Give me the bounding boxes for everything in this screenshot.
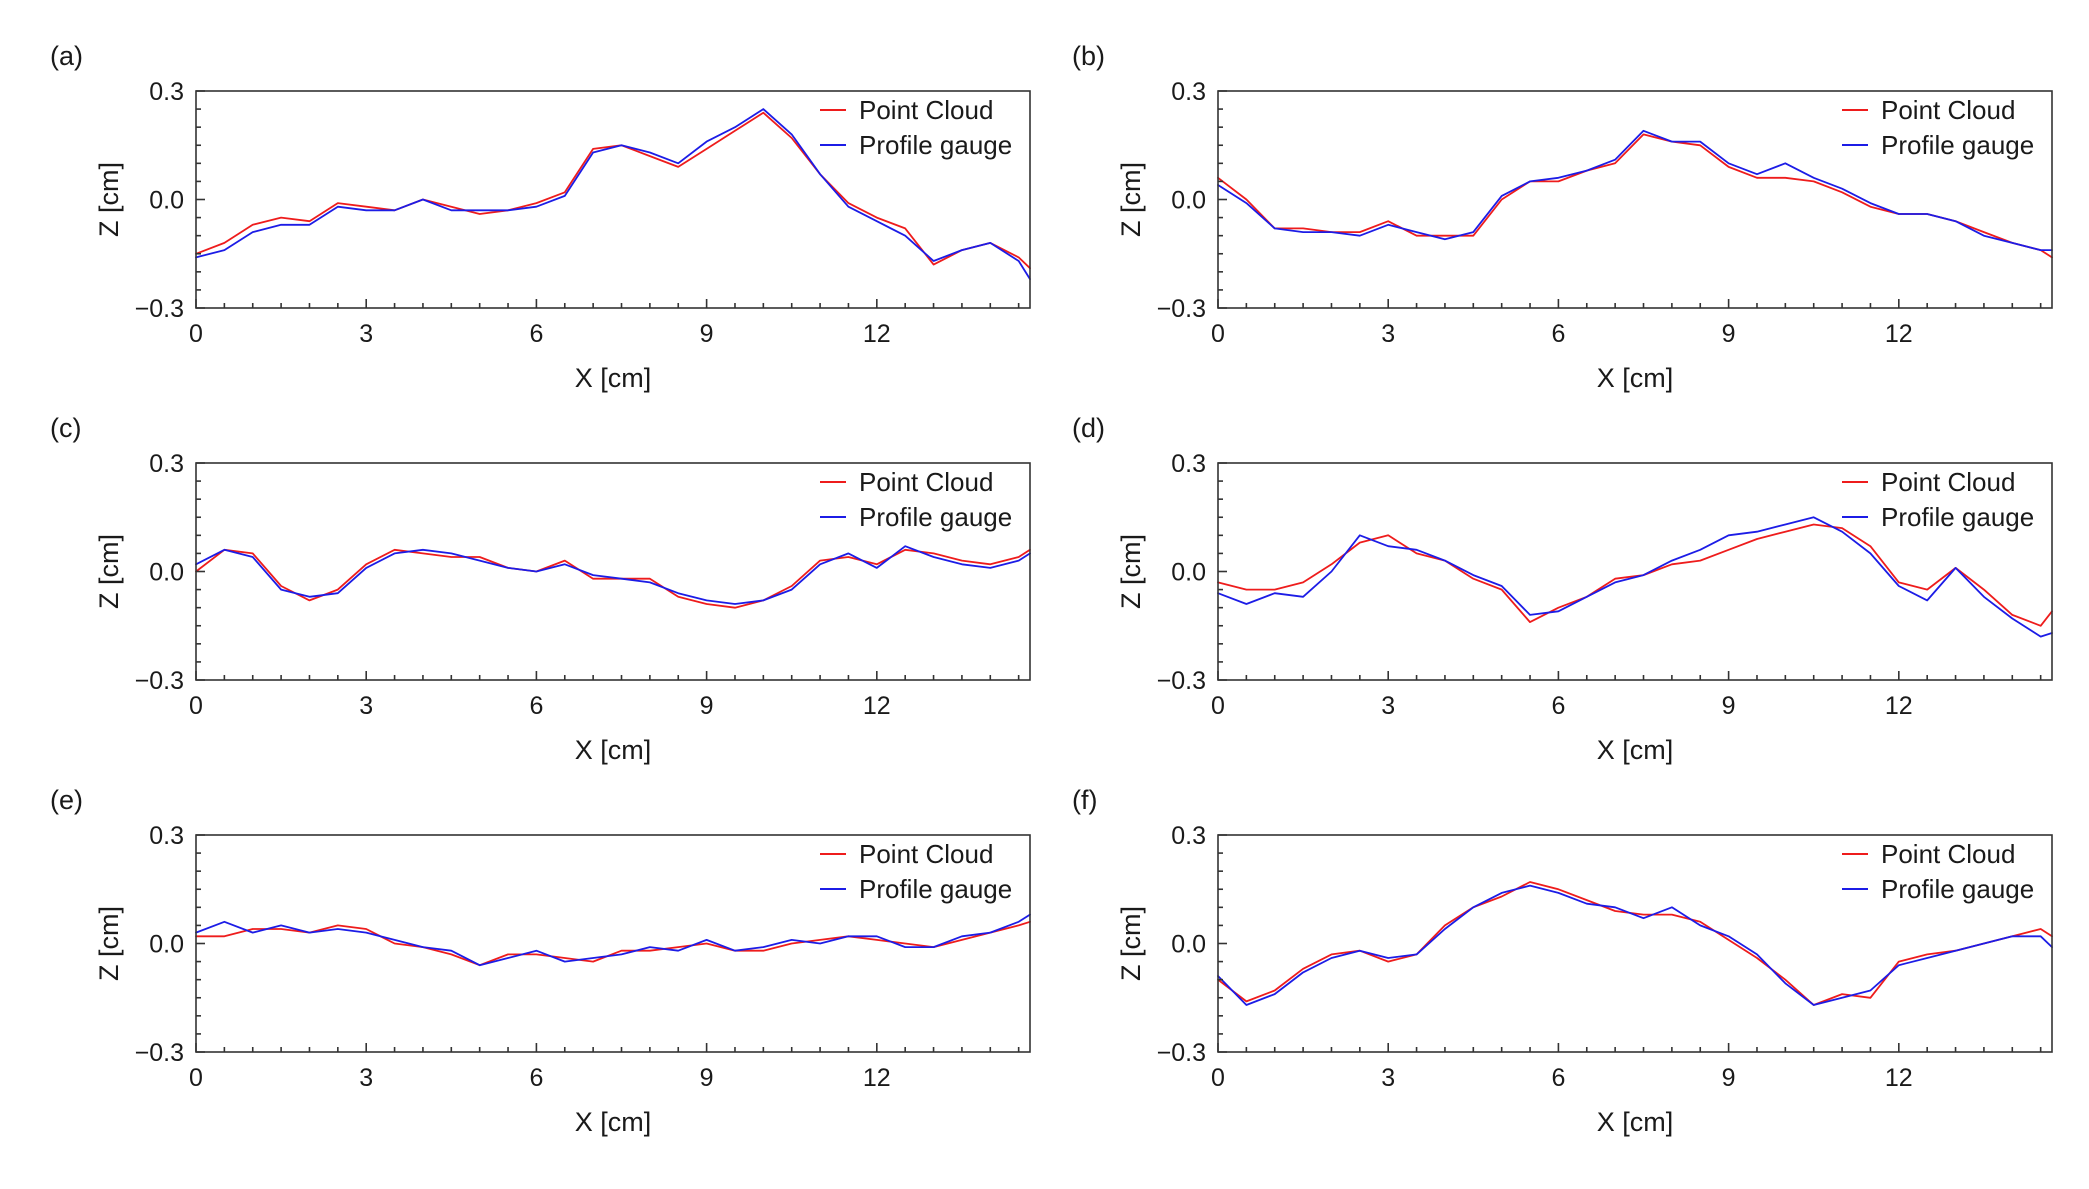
- y-tick-label: 0.3: [1171, 822, 1206, 850]
- legend-label: Profile gauge: [1881, 502, 2034, 532]
- x-tick-label: 6: [529, 1064, 543, 1092]
- chart-panel: (b) 0 3 6 9 12 −0.3 0.0 0.3 X [cm] Z [cm] Point Clo…: [1072, 41, 2053, 393]
- x-tick-label: 12: [1885, 692, 1913, 720]
- series-line-profile-gauge: [1217, 884, 2053, 1006]
- y-axis-label: Z [cm]: [1116, 162, 1146, 237]
- y-tick-label: −0.3: [1157, 667, 1206, 695]
- series-line-profile-gauge: [1217, 516, 2053, 638]
- x-tick-label: 12: [863, 1064, 891, 1092]
- x-axis-label: X [cm]: [575, 363, 652, 393]
- y-tick-label: 0.3: [1171, 450, 1206, 478]
- legend-label: Point Cloud: [1881, 467, 2015, 497]
- x-tick-label: 0: [1211, 320, 1225, 348]
- x-tick-label: 9: [700, 320, 714, 348]
- y-axis-label: Z [cm]: [94, 534, 124, 609]
- chart-panel: (f) 0 3 6 9 12 −0.3 0.0 0.3 X [cm] Z [cm] Point Clo…: [1072, 785, 2053, 1137]
- x-tick-label: 3: [1381, 1064, 1395, 1092]
- y-tick-label: 0.3: [149, 450, 184, 478]
- y-tick-label: 0.0: [149, 559, 184, 587]
- legend-label: Profile gauge: [859, 502, 1012, 532]
- legend-label: Profile gauge: [1881, 874, 2034, 904]
- series-line-profile-gauge: [1217, 129, 2053, 252]
- chart-panel: (d) 0 3 6 9 12 −0.3 0.0 0.3 X [cm] Z [cm] Point Clo…: [1072, 413, 2053, 765]
- y-tick-label: 0.0: [149, 187, 184, 215]
- legend-label: Point Cloud: [859, 95, 993, 125]
- legend-label: Profile gauge: [1881, 130, 2034, 160]
- x-tick-label: 0: [189, 1064, 203, 1092]
- y-tick-label: 0.0: [1171, 187, 1206, 215]
- panel-label: (b): [1072, 41, 1105, 71]
- y-tick-label: 0.0: [149, 931, 184, 959]
- x-axis-label: X [cm]: [1597, 363, 1674, 393]
- panel-label: (d): [1072, 413, 1105, 443]
- legend-label: Profile gauge: [859, 130, 1012, 160]
- x-tick-label: 6: [1551, 320, 1565, 348]
- panel-label: (e): [50, 785, 83, 815]
- x-tick-label: 3: [359, 692, 373, 720]
- chart-panel: (a) 0 3 6 9 12 −0.3 0.0 0.3 X [cm] Z [cm] Point Clo…: [50, 41, 1031, 393]
- y-tick-label: 0.3: [149, 822, 184, 850]
- panel-label: (f): [1072, 785, 1097, 815]
- series-line-profile-gauge: [195, 545, 1031, 605]
- x-tick-label: 9: [1722, 692, 1736, 720]
- legend-label: Point Cloud: [1881, 839, 2015, 869]
- panel-label: (c): [50, 413, 81, 443]
- x-tick-label: 3: [359, 320, 373, 348]
- legend-label: Point Cloud: [859, 839, 993, 869]
- legend-label: Point Cloud: [1881, 95, 2015, 125]
- x-tick-label: 3: [1381, 692, 1395, 720]
- x-tick-label: 3: [359, 1064, 373, 1092]
- panel-label: (a): [50, 41, 83, 71]
- legend-label: Point Cloud: [859, 467, 993, 497]
- y-tick-label: 0.3: [149, 78, 184, 106]
- series-line-point-cloud: [1217, 523, 2053, 627]
- y-tick-label: 0.0: [1171, 559, 1206, 587]
- x-tick-label: 0: [1211, 692, 1225, 720]
- y-axis-label: Z [cm]: [94, 162, 124, 237]
- y-tick-label: 0.3: [1171, 78, 1206, 106]
- y-tick-label: −0.3: [135, 667, 184, 695]
- x-tick-label: 12: [1885, 1064, 1913, 1092]
- x-tick-label: 9: [700, 692, 714, 720]
- series-line-profile-gauge: [195, 913, 1031, 967]
- x-tick-label: 9: [700, 1064, 714, 1092]
- y-tick-label: −0.3: [135, 295, 184, 323]
- y-axis-label: Z [cm]: [1116, 906, 1146, 981]
- y-axis-label: Z [cm]: [1116, 534, 1146, 609]
- x-tick-label: 3: [1381, 320, 1395, 348]
- x-axis-label: X [cm]: [1597, 735, 1674, 765]
- x-tick-label: 0: [189, 692, 203, 720]
- series-line-point-cloud: [195, 548, 1031, 609]
- x-axis-label: X [cm]: [575, 1107, 652, 1137]
- x-axis-label: X [cm]: [575, 735, 652, 765]
- x-tick-label: 6: [529, 692, 543, 720]
- x-tick-label: 12: [1885, 320, 1913, 348]
- x-tick-label: 9: [1722, 1064, 1736, 1092]
- y-axis-label: Z [cm]: [94, 906, 124, 981]
- x-tick-label: 6: [529, 320, 543, 348]
- y-tick-label: −0.3: [135, 1039, 184, 1067]
- x-axis-label: X [cm]: [1597, 1107, 1674, 1137]
- x-tick-label: 0: [189, 320, 203, 348]
- x-tick-label: 0: [1211, 1064, 1225, 1092]
- x-tick-label: 6: [1551, 692, 1565, 720]
- y-tick-label: −0.3: [1157, 1039, 1206, 1067]
- y-tick-label: 0.0: [1171, 931, 1206, 959]
- series-line-profile-gauge: [195, 108, 1031, 281]
- x-tick-label: 12: [863, 692, 891, 720]
- x-tick-label: 12: [863, 320, 891, 348]
- legend-label: Profile gauge: [859, 874, 1012, 904]
- x-tick-label: 6: [1551, 1064, 1565, 1092]
- chart-panel: (e) 0 3 6 9 12 −0.3 0.0 0.3 X [cm] Z [cm] Point Clo…: [50, 785, 1031, 1137]
- y-tick-label: −0.3: [1157, 295, 1206, 323]
- series-line-point-cloud: [195, 920, 1031, 967]
- x-tick-label: 9: [1722, 320, 1736, 348]
- chart-panel: (c) 0 3 6 9 12 −0.3 0.0 0.3 X [cm] Z [cm] Point Clo…: [50, 413, 1031, 765]
